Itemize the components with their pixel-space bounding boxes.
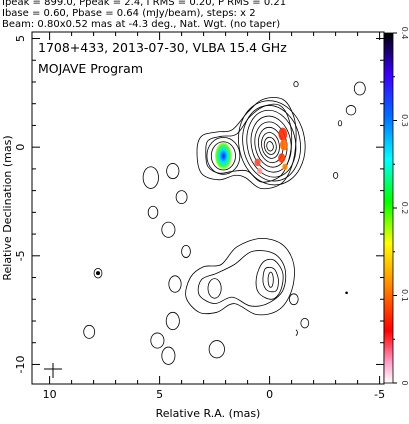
contour-envelope [205,103,293,183]
polarization-spot [278,153,286,163]
contour-island [345,105,357,116]
polarization-knot [215,142,232,170]
colorbar-tick-label: 0.2 [400,202,409,215]
contour-island [295,329,298,336]
y-tick-label: 0 [14,144,27,151]
contour-jet-knot [206,136,241,175]
tick-labels: 10 5 0 -5 5 0 -5 -10 [14,35,385,401]
contour-island [142,166,159,189]
contour-island [208,340,225,359]
x-axis-label: Relative R.A. (mas) [156,407,261,420]
contour-island [147,205,159,219]
contour-island [175,190,188,205]
contour-island [293,81,299,88]
y-axis-label: Relative Declination (mas) [1,135,14,280]
contour-core [238,100,306,186]
contour-island [161,221,176,238]
chart-subtitle: MOJAVE Program [38,61,143,76]
contour-outer-lobe [185,237,295,316]
contour-envelope [196,97,297,190]
polarization-spot [278,127,288,141]
colorbar-tick-label: 0.4 [400,27,409,40]
polarization-spot [279,139,288,151]
colorbar-tick-label: 0 [400,380,409,385]
contour-island [93,268,103,279]
contour-core [266,141,274,152]
contour-island [168,275,182,293]
contour-island [353,81,366,96]
contour-island [181,244,191,258]
contour-island [345,291,348,295]
contour-jet-knot [210,141,236,171]
contour-core [250,115,292,173]
polarization-spot [254,158,261,167]
contour-island [166,163,180,180]
y-tick-label: -10 [14,355,27,373]
colorbar [383,32,394,384]
contour-outer-lobe [207,278,222,299]
polarization-spot [282,163,288,170]
plot-frame [31,31,385,385]
header-line-2: Ibase = 0.60, Pbase = 0.64 (mJy/beam), s… [2,8,256,19]
header-line-3: Beam: 0.80x0.52 mas at -4.3 deg., Nat. W… [2,19,281,30]
contour-island [161,346,176,365]
x-tick-label: -5 [374,388,385,401]
contour-island [300,317,310,329]
contour-island [337,120,343,127]
contour-core [242,105,301,182]
x-tick-label: 0 [266,388,273,401]
contour-outer-lobe [255,258,284,300]
header-line-1: Ipeak = 899.0, Ppeak = 2.4, I RMS = 0.20… [2,0,287,8]
colorbar-tick-label: 0.1 [400,289,409,302]
colorbar-ticks: 0 0.1 0.2 0.3 0.4 [393,27,409,386]
x-tick-label: 10 [43,388,57,401]
contour-lines [83,81,366,365]
polarization-map [215,127,288,175]
contour-island [150,332,165,349]
contour-island [288,293,299,306]
contour-island [83,324,96,339]
axis-ticks [32,32,384,384]
contour-outer-lobe [262,266,279,293]
y-tick-label: -5 [14,250,27,261]
contour-outer-lobe [267,271,274,288]
contour-core [261,132,280,159]
polarization-spot [257,168,263,175]
chart-title: 1708+433, 2013-07-30, VLBA 15.4 GHz [38,40,287,55]
contour-core [263,136,277,155]
contour-island [165,311,180,331]
x-tick-label: 5 [156,388,163,401]
contour-core [246,109,297,178]
contour-island [96,271,101,276]
colorbar-tick-label: 0.3 [400,114,409,127]
beam-marker [44,363,62,378]
y-tick-label: 5 [14,35,27,42]
contour-outer-lobe [197,250,287,307]
contour-island [332,171,339,179]
